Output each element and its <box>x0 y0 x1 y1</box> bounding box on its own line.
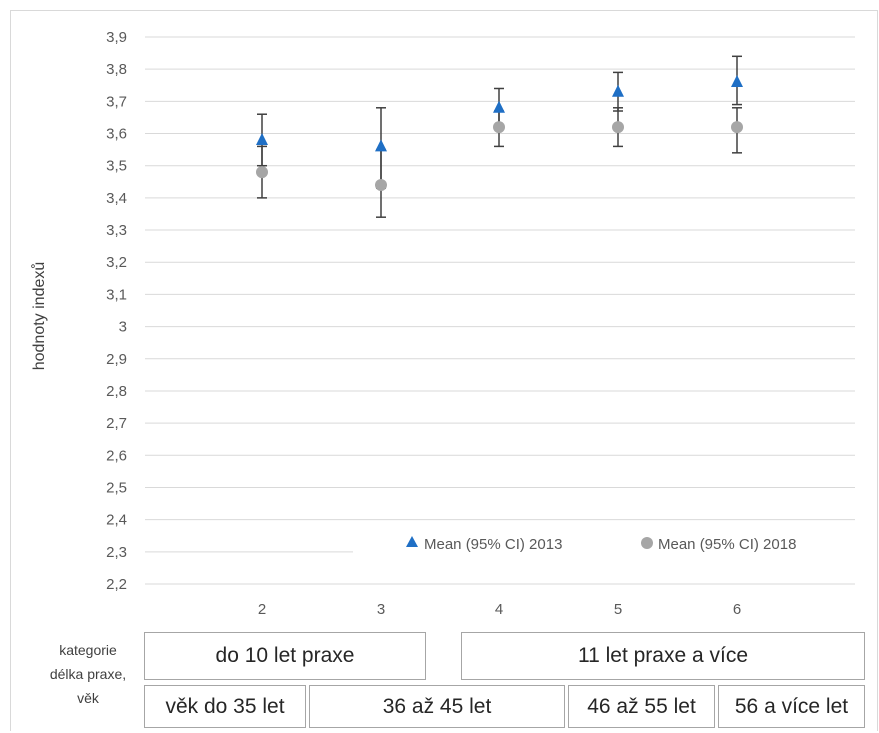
y-tick-label: 2,5 <box>106 479 127 496</box>
marker-triangle-2013 <box>256 132 268 145</box>
y-tick-labels: 3,9 3,8 3,7 3,6 3,5 3,4 3,3 3,2 3,1 3 2,9 2,8 2,7 2,6… <box>106 29 127 593</box>
experience-box-up-to-10: do 10 let praxe <box>144 632 426 680</box>
experience-box-11-plus: 11 let praxe a více <box>461 632 865 680</box>
marker-circle-2018 <box>493 121 505 134</box>
x-tick-label: 3 <box>377 601 385 618</box>
marker-circle-2018 <box>256 166 268 179</box>
y-tick-label: 2,6 <box>106 447 127 464</box>
category-label-line-3: věk <box>77 690 99 706</box>
marker-circle-2018 <box>612 121 624 134</box>
y-axis-label: hodnoty indexů <box>31 261 48 371</box>
age-box-36-45: 36 až 45 let <box>309 685 565 728</box>
y-tick-label: 3,1 <box>106 286 127 303</box>
y-tick-label: 3,3 <box>106 222 127 239</box>
y-tick-label: 3,5 <box>106 158 127 175</box>
y-tick-label: 2,9 <box>106 351 127 368</box>
y-tick-label: 2,8 <box>106 383 127 400</box>
y-tick-label: 3,4 <box>106 190 127 207</box>
category-label-line-2: délka praxe, <box>49 666 127 682</box>
category-label: kategorie délka praxe, věk <box>38 638 138 710</box>
y-tick-label: 2,4 <box>106 512 127 529</box>
y-tick-label: 3,2 <box>106 254 127 271</box>
legend-triangle-icon <box>406 536 418 547</box>
y-tick-label: 3,6 <box>106 126 127 143</box>
error-bars <box>257 55 742 218</box>
x-tick-label: 4 <box>495 601 503 618</box>
y-tick-label: 3,9 <box>106 29 127 46</box>
marker-triangle-2013 <box>493 100 505 113</box>
legend-circle-icon <box>641 537 653 549</box>
age-box-up-to-35: věk do 35 let <box>144 685 306 728</box>
age-box-46-55: 46 až 55 let <box>568 685 715 728</box>
legend-label-2018: Mean (95% CI) 2018 <box>658 536 796 553</box>
marker-circle-2018 <box>375 179 387 192</box>
marker-triangle-2013 <box>612 84 624 97</box>
y-tick-label: 2,2 <box>106 576 127 593</box>
y-tick-label: 3,8 <box>106 61 127 78</box>
legend-label-2013: Mean (95% CI) 2013 <box>424 536 562 553</box>
y-tick-label: 2,7 <box>106 415 127 432</box>
x-tick-labels: 2 3 4 5 6 <box>258 601 741 618</box>
chart-frame <box>10 10 878 731</box>
age-box-56-plus: 56 a více let <box>718 685 865 728</box>
markers <box>256 75 743 192</box>
legend: Mean (95% CI) 2013 Mean (95% CI) 2018 <box>406 536 796 553</box>
marker-circle-2018 <box>731 121 743 134</box>
y-tick-label: 2,3 <box>106 544 127 561</box>
x-tick-label: 5 <box>614 601 622 618</box>
y-tick-label: 3 <box>119 319 127 336</box>
marker-triangle-2013 <box>375 139 387 152</box>
gridlines <box>145 36 855 585</box>
y-tick-label: 3,7 <box>106 93 127 110</box>
marker-triangle-2013 <box>731 75 743 88</box>
category-label-line-1: kategorie <box>59 642 117 658</box>
x-tick-label: 6 <box>733 601 741 618</box>
x-tick-label: 2 <box>258 601 266 618</box>
